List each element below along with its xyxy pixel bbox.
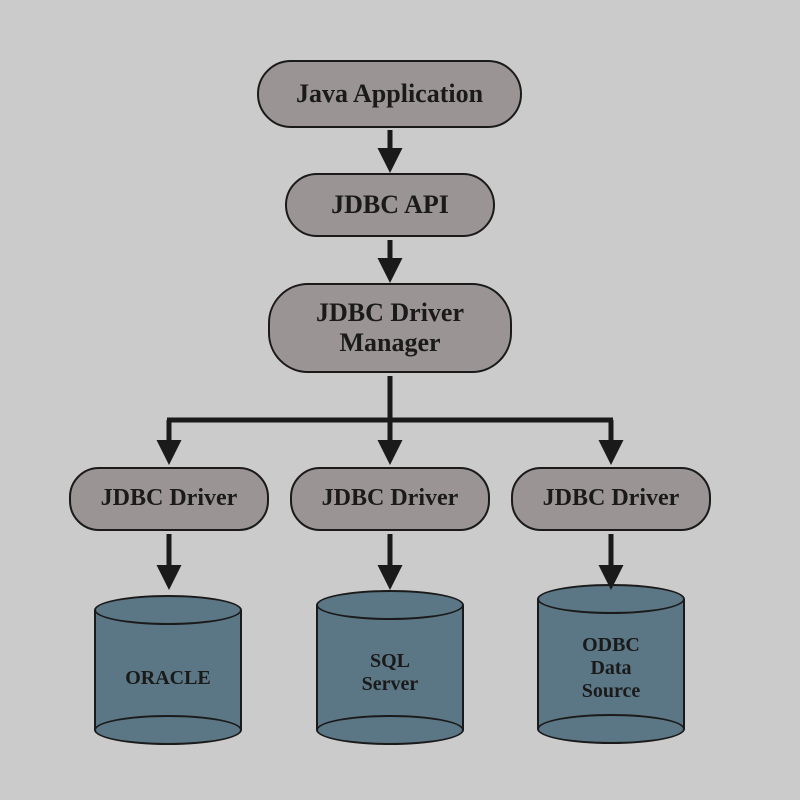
cylinder-top [537,584,685,614]
cylinder-top [94,595,242,625]
cylinder-bottom [537,714,685,744]
cylinder-bottom [316,715,464,745]
node-driver-manager: JDBC DriverManager [268,283,512,373]
cylinder-sql-server: SQLServer [316,590,464,745]
node-label: Java Application [296,79,483,109]
node-label: JDBC Driver [101,485,238,513]
cylinder-bottom [94,715,242,745]
node-label: JDBC DriverManager [316,298,464,358]
cylinder-top [316,590,464,620]
cylinder-label: ODBCDataSource [537,634,685,703]
node-jdbc-driver-mid: JDBC Driver [290,467,490,531]
cylinder-label: SQLServer [316,650,464,696]
node-label: JDBC API [331,190,449,220]
node-label: JDBC Driver [322,485,459,513]
node-java-application: Java Application [257,60,522,128]
cylinder-oracle: ORACLE [94,595,242,745]
node-label: JDBC Driver [543,485,680,513]
node-jdbc-api: JDBC API [285,173,495,237]
cylinder-label: ORACLE [94,667,242,690]
cylinder-odbc: ODBCDataSource [537,584,685,744]
node-jdbc-driver-right: JDBC Driver [511,467,711,531]
node-jdbc-driver-left: JDBC Driver [69,467,269,531]
